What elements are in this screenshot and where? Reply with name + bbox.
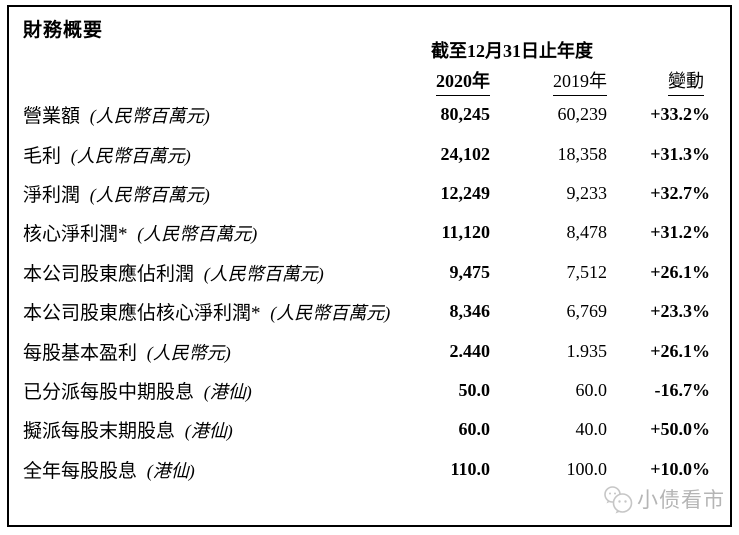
row-label-unit: (人民幣百萬元) [70,145,191,166]
value-2019: 40.0 [575,419,608,440]
financial-summary-table: 財務概要 截至12月31日止年度 2020年 2019年 變動 營業額 (人民幣… [7,5,732,527]
row-label-text: 擬派每股末期股息 [23,421,176,443]
value-change: +26.1% [650,261,710,282]
row-label-unit: (港仙) [146,460,195,481]
row-label: 本公司股東應佔核心淨利潤* (人民幣百萬元) [23,298,400,325]
value-2020: 11,120 [441,222,490,243]
row-label-text: 本公司股東應佔利潤 [23,263,195,285]
value-2020: 24,102 [440,143,491,164]
value-change: +50.0% [650,419,710,440]
value-change: +10.0% [650,458,710,479]
value-change: +31.3% [650,143,710,164]
value-2019: 60,239 [557,104,608,125]
value-2020: 2.440 [449,340,491,361]
value-2020: 50.0 [458,379,491,400]
row-label: 本公司股東應佔利潤 (人民幣百萬元) [23,259,400,286]
watermark-text: 小债看市 [637,489,725,512]
row-label: 淨利潤 (人民幣百萬元) [23,180,400,207]
value-2019: 18,358 [557,143,608,164]
column-header-change-label: 變動 [668,67,704,96]
value-change: +26.1% [650,340,710,361]
row-label-text: 已分派每股中期股息 [23,381,195,403]
page-title: 財務概要 [23,20,104,41]
value-2020: 9,475 [449,261,491,282]
row-label: 每股基本盈利 (人民幣元) [23,338,400,365]
column-header-2019: 2019年 [490,67,607,96]
value-2019: 9,233 [566,182,608,203]
value-2019: 60.0 [575,379,608,400]
period-header: 截至12月31日止年度 [431,41,593,61]
value-2020: 8,346 [449,301,491,322]
table-row: 淨利潤 (人民幣百萬元) 12,249 9,233 +32.7% [9,174,730,213]
row-label: 已分派每股中期股息 (港仙) [23,377,400,404]
value-2020: 110.0 [450,458,490,479]
value-2019: 7,512 [566,261,608,282]
row-label-text: 本公司股東應佔核心淨利潤* [23,303,261,325]
row-label-unit: (人民幣百萬元) [270,303,391,324]
value-2019: 6,769 [566,301,608,322]
value-2020: 60.0 [458,419,491,440]
table-row: 已分派每股中期股息 (港仙) 50.0 60.0 -16.7% [9,371,730,410]
value-change: -16.7% [654,379,711,400]
table-row: 營業額 (人民幣百萬元) 80,245 60,239 +33.2% [9,95,730,134]
watermark: 小债看市 [603,484,725,514]
value-2020: 80,245 [440,104,491,125]
table-row: 核心淨利潤* (人民幣百萬元) 11,120 8,478 +31.2% [9,213,730,252]
row-label: 營業額 (人民幣百萬元) [23,101,400,128]
row-label-text: 毛利 [23,145,62,167]
row-label: 擬派每股末期股息 (港仙) [23,416,400,443]
table-rows: 營業額 (人民幣百萬元) 80,245 60,239 +33.2% 毛利 (人民… [9,95,730,489]
column-header-2020: 2020年 [400,67,490,96]
row-label-text: 營業額 [23,106,81,128]
value-2019: 1.935 [566,340,608,361]
column-headers: 2020年 2019年 變動 [9,63,730,96]
table-row: 擬派每股末期股息 (港仙) 60.0 40.0 +50.0% [9,410,730,449]
column-header-2020-label: 2020年 [436,67,490,96]
table-row: 毛利 (人民幣百萬元) 24,102 18,358 +31.3% [9,134,730,173]
row-label-unit: (人民幣百萬元) [89,184,210,205]
row-label-unit: (人民幣百萬元) [89,106,210,127]
column-header-2019-label: 2019年 [553,67,607,96]
value-2019: 100.0 [566,458,608,479]
table-row: 每股基本盈利 (人民幣元) 2.440 1.935 +26.1% [9,331,730,370]
row-label-unit: (人民幣元) [146,342,231,363]
row-label-text: 每股基本盈利 [23,342,138,364]
row-label-text: 淨利潤 [23,184,81,206]
wechat-chat-bubbles-icon [604,485,633,513]
value-change: +33.2% [650,104,710,125]
row-label: 毛利 (人民幣百萬元) [23,141,400,168]
row-label-unit: (港仙) [203,381,252,402]
table-row: 本公司股東應佔利潤 (人民幣百萬元) 9,475 7,512 +26.1% [9,253,730,292]
value-2020: 12,249 [440,182,491,203]
value-change: +32.7% [650,182,710,203]
value-2019: 8,478 [566,222,608,243]
column-header-change: 變動 [607,67,710,96]
row-label-unit: (港仙) [184,421,233,442]
value-change: +31.2% [650,222,710,243]
row-label: 核心淨利潤* (人民幣百萬元) [23,219,400,246]
value-change: +23.3% [650,301,710,322]
table-row: 本公司股東應佔核心淨利潤* (人民幣百萬元) 8,346 6,769 +23.3… [9,292,730,331]
row-label-text: 全年每股股息 [23,460,138,482]
row-label-unit: (人民幣百萬元) [203,263,324,284]
table-row: 全年每股股息 (港仙) 110.0 100.0 +10.0% [9,450,730,489]
row-label-text: 核心淨利潤* [23,224,128,246]
row-label: 全年每股股息 (港仙) [23,456,400,483]
row-label-unit: (人民幣百萬元) [137,224,258,245]
